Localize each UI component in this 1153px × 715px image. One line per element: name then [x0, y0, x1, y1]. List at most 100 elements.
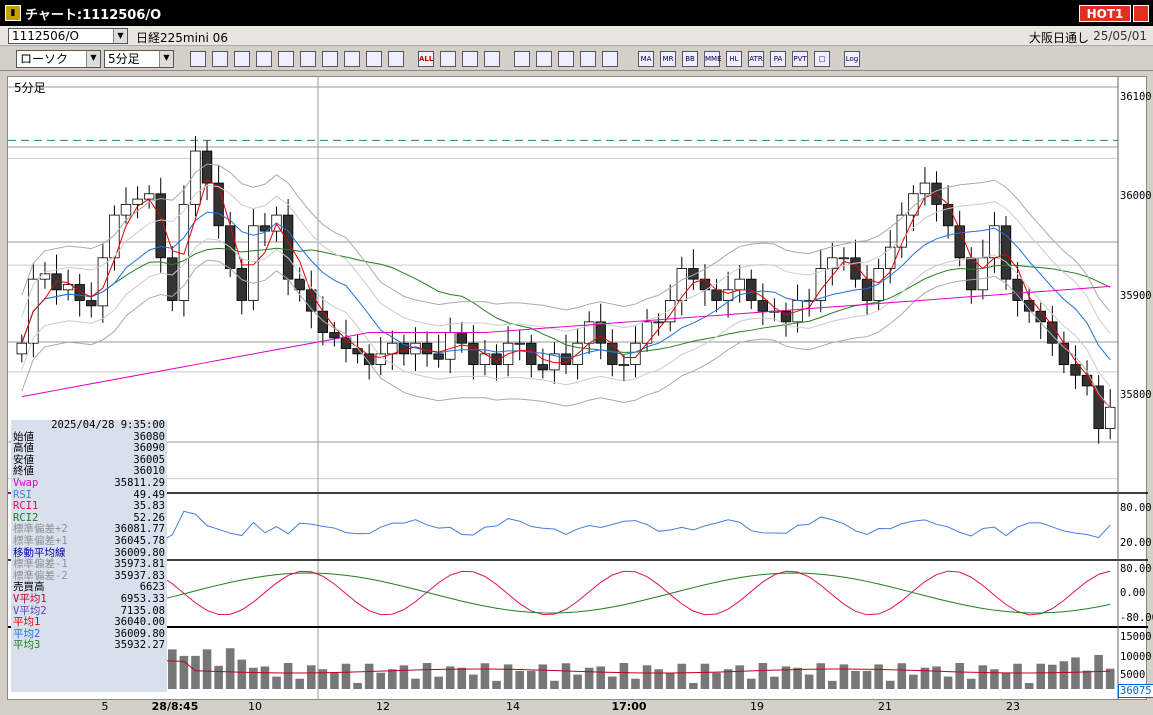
y-tick-label: 35900	[1120, 290, 1152, 302]
tools-icon[interactable]	[462, 51, 478, 67]
info-row: 高値 36090	[11, 443, 167, 455]
info-row: 平均2 36009.80	[11, 627, 167, 641]
candle-body	[1058, 342, 1070, 365]
info-label: 平均1	[13, 616, 41, 629]
info-label: V平均2	[13, 604, 47, 617]
info-label: 移動平均線	[13, 546, 66, 559]
info-rows: 始値 36080 高値 36090 安値 36005 終値 36010 Vwap 35811.29…	[11, 431, 167, 652]
interval-value: 5分足	[108, 52, 140, 66]
chart-type-select[interactable]: ローソク ▼	[16, 50, 101, 68]
cross-icon[interactable]	[580, 51, 596, 67]
candle-body	[896, 214, 907, 248]
zoom-out-icon[interactable]	[388, 51, 404, 67]
download-icon[interactable]	[514, 51, 530, 67]
settings-icon[interactable]	[440, 51, 456, 67]
x-tick-label: 5	[101, 700, 109, 713]
all-icon[interactable]: ALL	[418, 51, 434, 67]
info-row: 標準偏差-1 35973.81	[11, 559, 167, 571]
indicator-button-7[interactable]: PVT	[792, 51, 808, 67]
indicator-button-0[interactable]: MA	[638, 51, 654, 67]
close-icon[interactable]	[1133, 5, 1149, 22]
indicator-button-6[interactable]: PA	[770, 51, 786, 67]
info-label: RCI1	[13, 500, 39, 513]
candle-body	[132, 198, 143, 205]
indicator-button-2[interactable]: BB	[682, 51, 698, 67]
info-label: 平均3	[13, 639, 41, 652]
x-tick-label: 12	[376, 700, 390, 713]
x-tick-label: 21	[878, 700, 892, 713]
x-tick-label: 19	[750, 700, 764, 713]
zoom-in-icon[interactable]	[366, 51, 382, 67]
window-title: チャート:1112506/O	[25, 7, 162, 23]
candle-body	[421, 342, 433, 355]
magnify-icon[interactable]	[536, 51, 552, 67]
trash-icon[interactable]	[344, 51, 360, 67]
x-axis: 5 28/8:45 10 12 14 17:00 19 21 23	[7, 700, 1147, 715]
search-icon[interactable]	[190, 51, 206, 67]
indicator-button-9[interactable]: Log	[844, 51, 860, 67]
info-row: 安値 36005	[11, 454, 167, 467]
candle-body	[665, 300, 676, 323]
chart-area[interactable]: 5分足 36100 36000 35900 35800 80.00 20.00 80.00 0…	[7, 76, 1153, 701]
palette-icon[interactable]	[484, 51, 500, 67]
candle-body	[456, 332, 467, 344]
x-tick-label: 10	[248, 700, 262, 713]
candle-body	[873, 268, 884, 301]
candle-body	[827, 257, 838, 269]
bb-lower1-line	[21, 238, 1111, 387]
arrow-icon[interactable]	[278, 51, 294, 67]
y-tick-label: 10000	[1120, 651, 1152, 663]
info-label: 終値	[13, 465, 34, 478]
symbol-select[interactable]: 1112506/O ▼	[8, 28, 128, 44]
rci1-line	[21, 570, 1111, 616]
rci2-line	[21, 572, 1111, 614]
chevron-down-icon[interactable]: ▼	[86, 51, 100, 67]
interval-select[interactable]: 5分足 ▼	[104, 50, 174, 68]
hand-icon[interactable]	[300, 51, 316, 67]
indicator-button-8[interactable]: □	[814, 51, 830, 67]
chart-canvas[interactable]	[8, 77, 1148, 701]
candle-body	[757, 300, 769, 312]
candle-body	[1035, 310, 1046, 323]
candle-body	[86, 300, 97, 307]
candle-body	[919, 182, 931, 195]
hot-button[interactable]: HOT1	[1079, 5, 1131, 22]
info-label: RSI	[13, 488, 32, 501]
candle-body	[433, 353, 444, 360]
y-tick-label: 15000	[1120, 631, 1152, 643]
info-label: Vwap	[13, 476, 39, 489]
candle-body	[711, 289, 722, 301]
info-row: 標準偏差+2 36081.77	[11, 524, 167, 536]
info-label: 標準偏差+2	[13, 523, 68, 536]
lock-icon[interactable]	[602, 51, 618, 67]
info-row: RCI1 35.83	[11, 501, 167, 513]
indicator-button-3[interactable]: MME	[704, 51, 722, 67]
indicator-button-1[interactable]: MR	[660, 51, 676, 67]
info-row: 平均3 35932.27	[11, 640, 167, 652]
info-value: 36090	[133, 442, 165, 455]
candle-body	[908, 193, 919, 216]
indicator-button-5[interactable]: ATR	[748, 51, 764, 67]
info-value: 52.26	[133, 511, 165, 524]
info-value: 36009.80	[114, 627, 165, 640]
candle-body	[850, 257, 861, 280]
candle-body	[97, 257, 109, 307]
candle-body	[236, 268, 247, 301]
ma1-line	[21, 178, 1111, 408]
note-icon[interactable]	[322, 51, 338, 67]
pen-icon[interactable]	[234, 51, 250, 67]
y-tick-label: 80.00	[1120, 502, 1152, 514]
chevron-down-icon[interactable]: ▼	[159, 51, 173, 67]
candle-body	[653, 321, 664, 324]
candle-body	[248, 225, 259, 301]
cursor-icon[interactable]	[256, 51, 272, 67]
indicator-button-4[interactable]: HL	[726, 51, 742, 67]
grid-icon[interactable]	[558, 51, 574, 67]
y-tick-label: 0.00	[1120, 587, 1146, 599]
y-tick-label: 20.00	[1120, 537, 1152, 549]
layout-icon[interactable]	[212, 51, 228, 67]
info-value: 36009.80	[114, 546, 165, 559]
info-row: RCI2 52.26	[11, 511, 167, 525]
info-value: 35.83	[133, 500, 165, 513]
chevron-down-icon[interactable]: ▼	[113, 29, 127, 43]
